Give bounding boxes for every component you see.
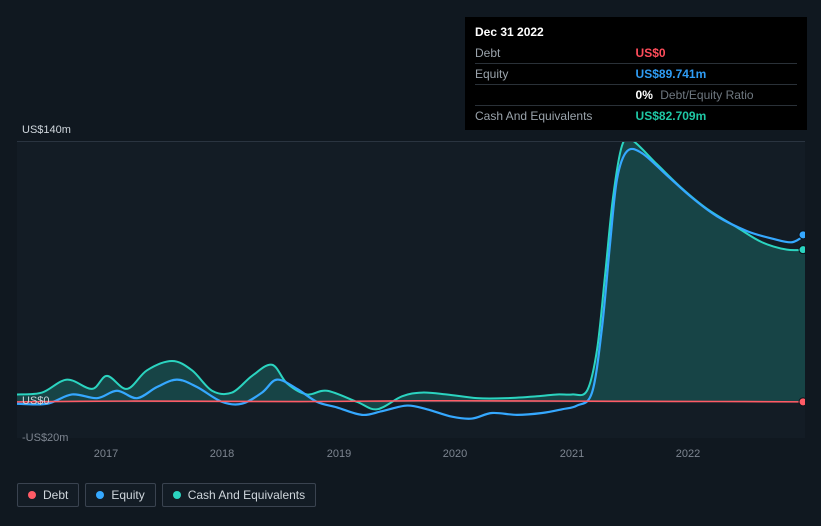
legend-label: Cash And Equivalents [188, 488, 305, 502]
tooltip-row: 0% Debt/Equity Ratio [475, 85, 797, 106]
x-tick-label: 2017 [94, 448, 118, 460]
legend-item[interactable]: Debt [17, 483, 79, 507]
tooltip-row-label [475, 85, 636, 106]
tooltip-row-label: Debt [475, 43, 636, 64]
series-end-marker [799, 231, 805, 239]
x-tick-label: 2022 [676, 448, 700, 460]
legend-dot-icon [173, 491, 181, 499]
tooltip-row-value: 0% Debt/Equity Ratio [636, 85, 797, 106]
y-tick-label: -US$20m [22, 432, 68, 444]
legend-item[interactable]: Cash And Equivalents [162, 483, 316, 507]
tooltip-row: DebtUS$0 [475, 43, 797, 64]
legend-dot-icon [28, 491, 36, 499]
series-area [17, 142, 805, 409]
chart-svg [17, 142, 805, 439]
tooltip-row-label: Equity [475, 64, 636, 85]
series-end-marker [799, 246, 805, 254]
legend-dot-icon [96, 491, 104, 499]
x-tick-label: 2020 [443, 448, 467, 460]
legend: Debt Equity Cash And Equivalents [17, 483, 316, 507]
tooltip-date: Dec 31 2022 [475, 23, 797, 43]
tooltip-row: EquityUS$89.741m [475, 64, 797, 85]
chart: 201720182019202020212022 [17, 122, 805, 448]
x-tick-label: 2018 [210, 448, 234, 460]
tooltip-row-value: US$89.741m [636, 64, 797, 85]
legend-label: Debt [43, 488, 68, 502]
root: { "tooltip": { "date": "Dec 31 2022", "r… [0, 0, 821, 526]
y-tick-label: US$0 [22, 395, 50, 407]
legend-item[interactable]: Equity [85, 483, 155, 507]
x-axis: 2017 2018 2019 2020 2021 2022 [17, 448, 805, 466]
x-tick-label: 2019 [327, 448, 351, 460]
legend-label: Equity [111, 488, 144, 502]
plot-area [17, 141, 805, 438]
tooltip-row-value: US$0 [636, 43, 797, 64]
tooltip-row-suffix: Debt/Equity Ratio [657, 88, 754, 102]
tooltip-table: DebtUS$0EquityUS$89.741m0% Debt/Equity R… [475, 43, 797, 126]
x-tick-label: 2021 [560, 448, 584, 460]
chart-tooltip: Dec 31 2022 DebtUS$0EquityUS$89.741m0% D… [465, 17, 807, 130]
series-end-marker [799, 398, 805, 406]
